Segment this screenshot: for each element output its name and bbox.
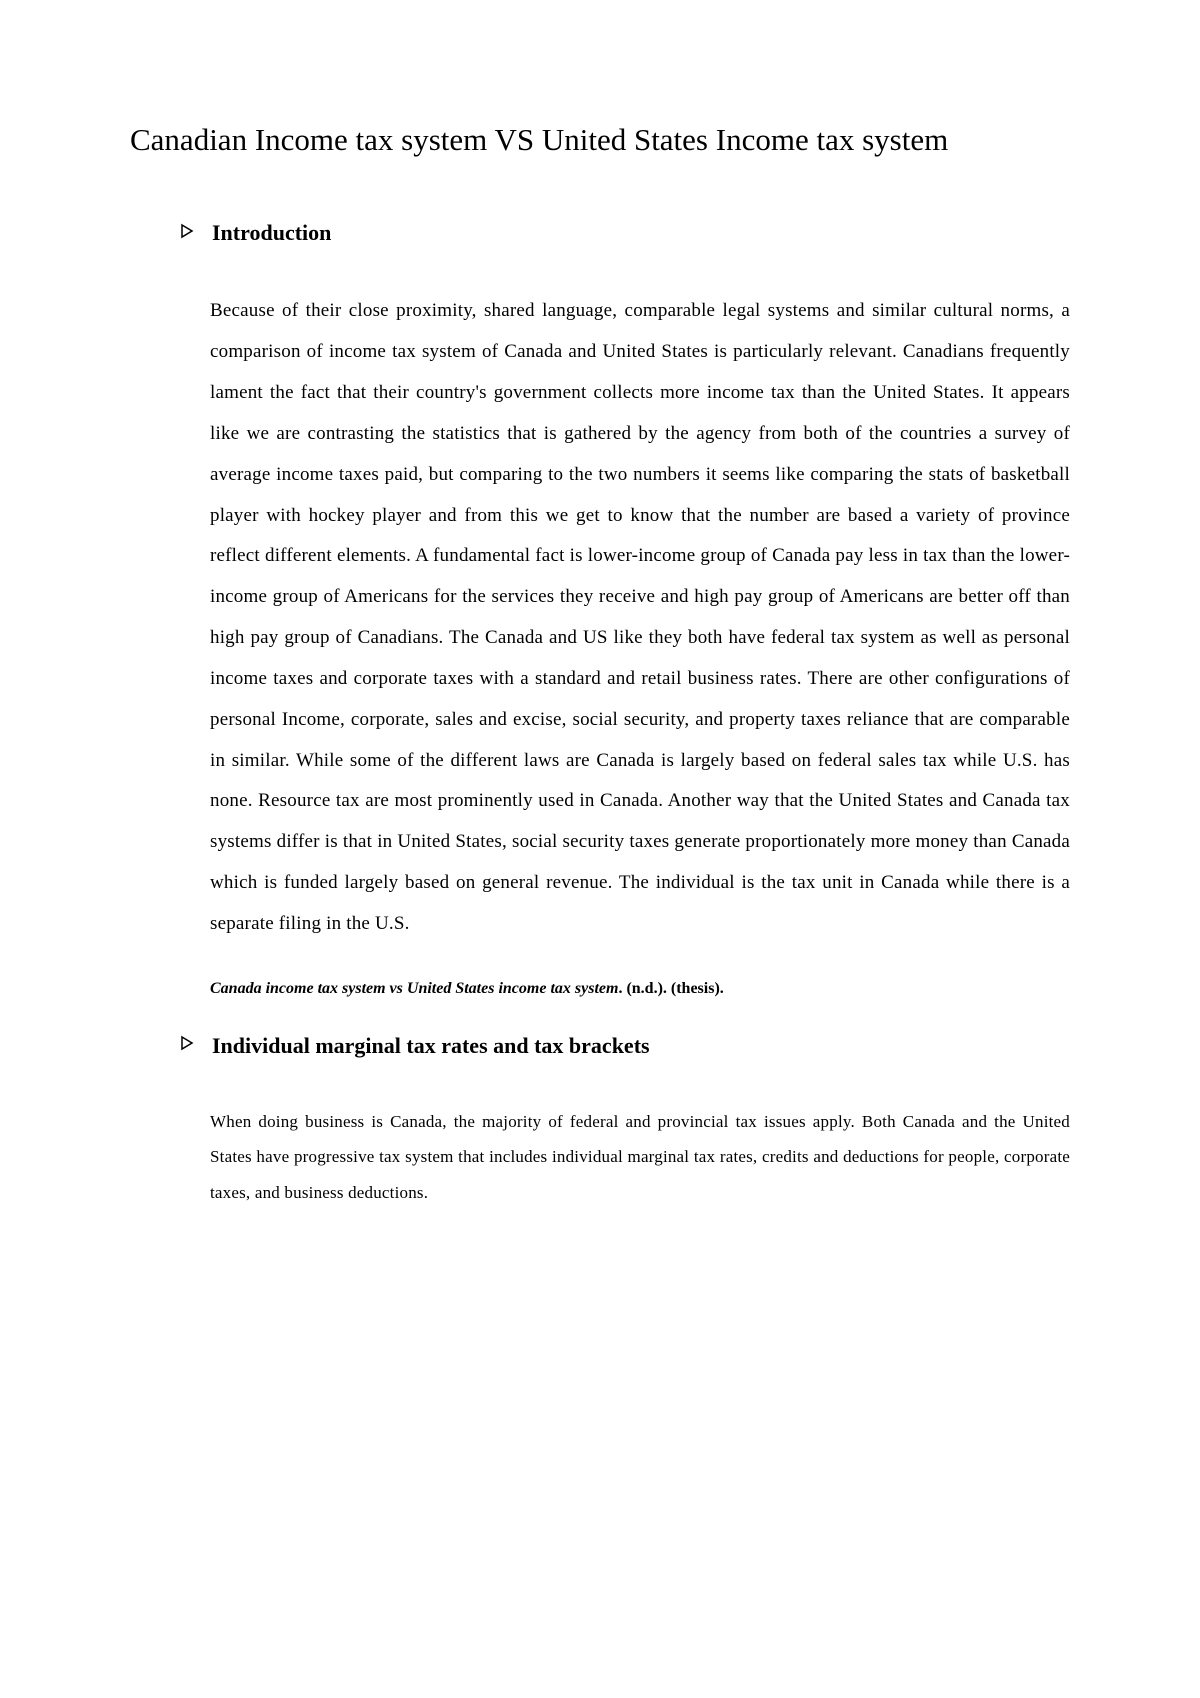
citation-italic-part: Canada income tax system vs United State… bbox=[210, 980, 618, 997]
body-paragraph-tax-rates: When doing business is Canada, the major… bbox=[210, 1104, 1070, 1211]
section-heading-tax-rates: Individual marginal tax rates and tax br… bbox=[180, 1033, 1070, 1059]
heading-text-introduction: Introduction bbox=[212, 220, 331, 246]
body-paragraph-introduction: Because of their close proximity, shared… bbox=[210, 291, 1070, 945]
bullet-arrow-icon bbox=[180, 223, 196, 244]
heading-text-tax-rates: Individual marginal tax rates and tax br… bbox=[212, 1033, 650, 1059]
section-heading-introduction: Introduction bbox=[180, 220, 1070, 246]
section-introduction: Introduction Because of their close prox… bbox=[180, 220, 1070, 998]
bullet-arrow-icon bbox=[180, 1035, 196, 1056]
section-tax-rates: Individual marginal tax rates and tax br… bbox=[180, 1033, 1070, 1211]
citation-bold-part: . (n.d.). (thesis). bbox=[618, 980, 723, 997]
citation-text: Canada income tax system vs United State… bbox=[210, 980, 1070, 998]
page-title: Canadian Income tax system VS United Sta… bbox=[130, 120, 1070, 160]
